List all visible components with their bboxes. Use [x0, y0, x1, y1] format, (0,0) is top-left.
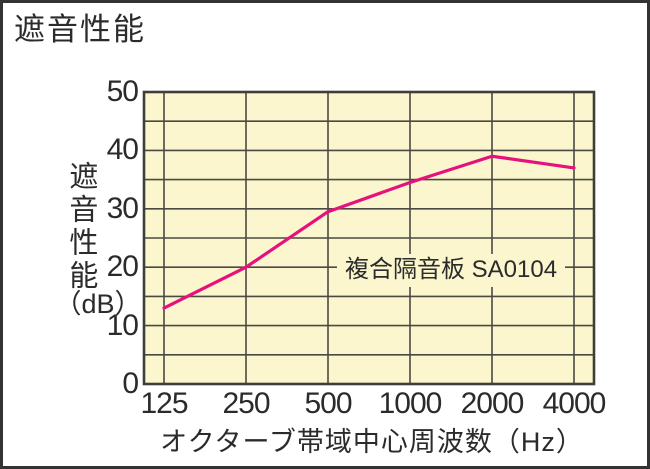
x-tick: 2000 [460, 387, 525, 420]
y-tick: 40 [106, 133, 139, 167]
x-tick: 1000 [378, 387, 443, 420]
y-tick: 20 [106, 250, 139, 284]
series-label: 複合隔音板 SA0104 [337, 254, 566, 287]
x-tick: 4000 [542, 387, 607, 420]
series-line [162, 154, 576, 310]
y-axis-unit: （dB） [54, 289, 142, 319]
page-title: 遮音性能 [14, 12, 146, 47]
plot-area [142, 90, 596, 386]
x-axis-title: オクターブ帯域中心周波数（Hz） [160, 427, 584, 457]
y-tick: 30 [106, 191, 139, 225]
y-tick: 50 [106, 75, 139, 108]
y-axis-label: 遮音性能 [64, 161, 97, 293]
plot-frame [142, 90, 596, 386]
y-tick: 10 [106, 308, 139, 342]
x-tick: 500 [304, 387, 352, 420]
y-tick: 0 [122, 367, 139, 400]
x-tick: 125 [140, 387, 188, 420]
x-tick: 250 [222, 387, 270, 420]
